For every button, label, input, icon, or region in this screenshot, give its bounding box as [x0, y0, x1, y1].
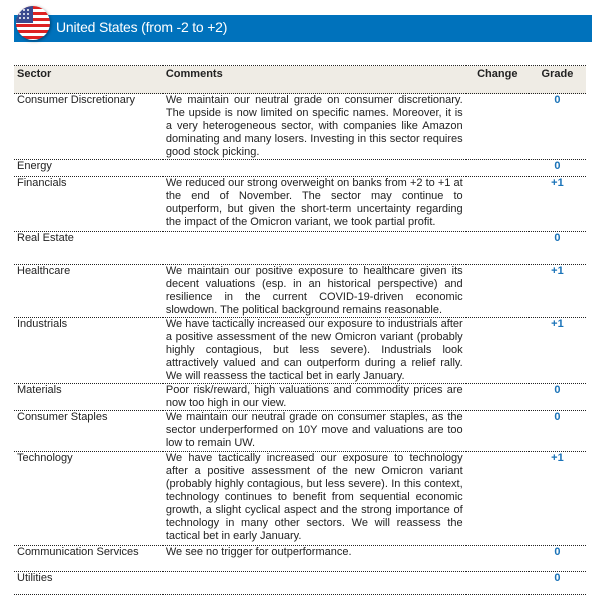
table-row: Consumer Staples We maintain our neutral …: [14, 410, 586, 452]
change-cell: [466, 232, 529, 265]
table-header-row: Sector Comments Change Grade: [14, 65, 586, 94]
change-cell: [466, 384, 529, 411]
comment-cell: Poor risk/reward, high valuations and co…: [165, 384, 463, 409]
sector-cell: Real Estate: [17, 232, 74, 244]
column-header-comments: Comments: [162, 65, 466, 94]
grade-cell: +1: [551, 177, 564, 189]
grade-cell: 0: [554, 411, 561, 423]
change-cell: [466, 265, 529, 318]
table-row: Consumer Discretionary We maintain our ne…: [14, 93, 586, 160]
column-header-grade: Grade: [528, 65, 586, 94]
table-row: Technology We have tactically increased o…: [14, 451, 586, 546]
sector-cell: Materials: [17, 384, 62, 396]
grade-cell: +1: [551, 452, 564, 464]
table-row: Energy 0: [14, 159, 586, 177]
us-flag-icon: [16, 6, 50, 40]
grade-cell: 0: [554, 384, 561, 396]
table-row: Healthcare We maintain our positive expos…: [14, 264, 586, 318]
sector-cell: Healthcare: [17, 265, 71, 277]
table-row: Materials Poor risk/reward, high valuatio…: [14, 383, 586, 411]
sector-cell: Consumer Staples: [17, 411, 108, 423]
comment-cell: [163, 160, 466, 177]
grade-cell: +1: [551, 318, 564, 330]
sector-cell: Energy: [17, 160, 52, 172]
comment-cell: We have tactically increased our exposur…: [165, 318, 463, 382]
comment-cell: We see no trigger for outperformance.: [165, 546, 352, 558]
comment-cell: [163, 232, 466, 265]
comment-cell: [163, 572, 466, 595]
table-row: Communication Services We see no trigger …: [14, 545, 586, 572]
sector-cell: Utilities: [17, 572, 53, 584]
change-cell: [466, 452, 529, 546]
sector-grades-table: Sector Comments Change Grade Consumer Di…: [14, 65, 586, 595]
change-cell: [466, 160, 529, 177]
sector-cell: Consumer Discretionary: [17, 94, 135, 106]
comment-cell: We reduced our strong overweight on bank…: [165, 177, 463, 228]
table-row: Industrials We have tactically increased …: [14, 317, 586, 384]
change-cell: [466, 572, 529, 595]
column-header-change: Change: [465, 65, 529, 94]
change-cell: [466, 318, 529, 384]
table-row: Utilities 0: [14, 571, 586, 595]
section-banner: United States (from -2 to +2): [14, 15, 592, 42]
change-cell: [466, 177, 529, 232]
comment-cell: We maintain our positive exposure to hea…: [165, 265, 463, 316]
comment-cell: We maintain our neutral grade on consume…: [165, 94, 463, 158]
grade-cell: 0: [554, 94, 561, 106]
change-cell: [466, 546, 529, 572]
table-row: Financials We reduced our strong overweig…: [14, 176, 586, 232]
grade-cell: 0: [554, 546, 561, 558]
grade-cell: +1: [551, 265, 564, 277]
change-cell: [466, 411, 529, 452]
grade-cell: 0: [554, 232, 561, 244]
sector-cell: Financials: [17, 177, 67, 189]
comment-cell: We maintain our neutral grade on consume…: [165, 411, 463, 449]
sector-cell: Communication Services: [17, 546, 139, 558]
table-row: Real Estate 0: [14, 231, 586, 265]
grade-cell: 0: [554, 572, 561, 584]
comment-cell: We have tactically increased our exposur…: [165, 452, 463, 542]
change-cell: [466, 94, 529, 160]
sector-cell: Technology: [17, 452, 73, 464]
column-header-sector: Sector: [14, 65, 163, 94]
sector-cell: Industrials: [17, 318, 68, 330]
section-title: United States (from -2 to +2): [56, 19, 228, 35]
grade-cell: 0: [554, 160, 561, 172]
